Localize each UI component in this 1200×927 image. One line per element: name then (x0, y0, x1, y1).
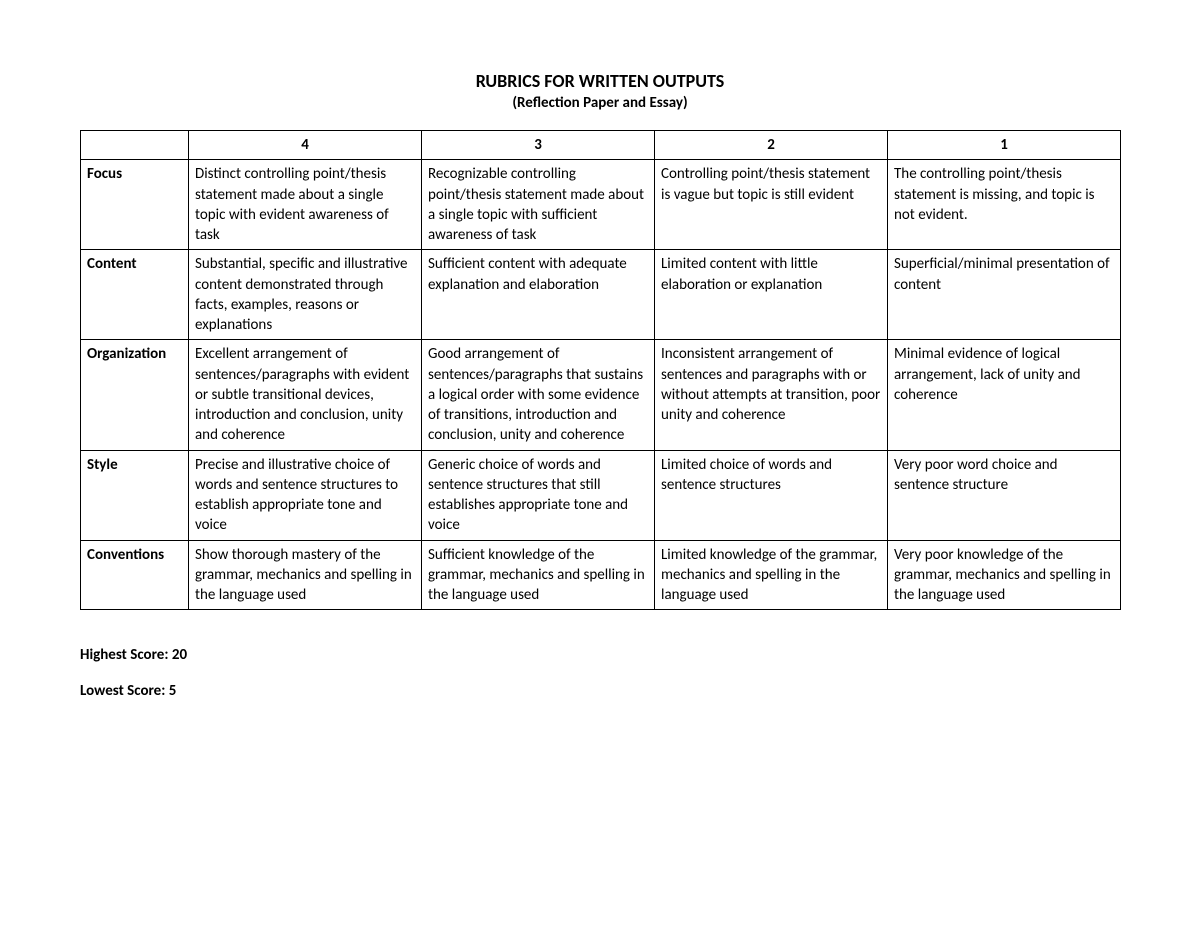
cell-style-3: Generic choice of words and sentence str… (422, 450, 655, 540)
table-header-row: 4 3 2 1 (81, 131, 1121, 160)
cell-organization-4: Excellent arrangement of sentences/parag… (189, 340, 422, 450)
table-row: Focus Distinct controlling point/thesis … (81, 160, 1121, 250)
criterion-organization: Organization (81, 340, 189, 450)
table-row: Organization Excellent arrangement of se… (81, 340, 1121, 450)
cell-content-4: Substantial, specific and illustrative c… (189, 250, 422, 340)
cell-focus-1: The controlling point/thesis statement i… (888, 160, 1121, 250)
cell-focus-4: Distinct controlling point/thesis statem… (189, 160, 422, 250)
table-row: Conventions Show thorough mastery of the… (81, 540, 1121, 610)
document-title: RUBRICS FOR WRITTEN OUTPUTS (80, 70, 1120, 92)
header-level-2: 2 (655, 131, 888, 160)
cell-style-1: Very poor word choice and sentence struc… (888, 450, 1121, 540)
cell-conventions-2: Limited knowledge of the grammar, mechan… (655, 540, 888, 610)
criterion-content: Content (81, 250, 189, 340)
criterion-focus: Focus (81, 160, 189, 250)
score-summary: Highest Score: 20 Lowest Score: 5 (80, 646, 1120, 700)
cell-organization-3: Good arrangement of sentences/paragraphs… (422, 340, 655, 450)
cell-conventions-1: Very poor knowledge of the grammar, mech… (888, 540, 1121, 610)
rubric-table: 4 3 2 1 Focus Distinct controlling point… (80, 130, 1121, 610)
title-block: RUBRICS FOR WRITTEN OUTPUTS (Reflection … (80, 70, 1120, 112)
header-level-3: 3 (422, 131, 655, 160)
cell-content-2: Limited content with little elaboration … (655, 250, 888, 340)
table-row: Content Substantial, specific and illust… (81, 250, 1121, 340)
cell-organization-1: Minimal evidence of logical arrangement,… (888, 340, 1121, 450)
header-level-1: 1 (888, 131, 1121, 160)
highest-score: Highest Score: 20 (80, 646, 1120, 664)
cell-organization-2: Inconsistent arrangement of sentences an… (655, 340, 888, 450)
lowest-score: Lowest Score: 5 (80, 682, 1120, 700)
header-level-4: 4 (189, 131, 422, 160)
header-blank (81, 131, 189, 160)
cell-content-1: Superficial/minimal presentation of cont… (888, 250, 1121, 340)
table-row: Style Precise and illustrative choice of… (81, 450, 1121, 540)
cell-content-3: Sufficient content with adequate explana… (422, 250, 655, 340)
document-subtitle: (Reflection Paper and Essay) (80, 94, 1120, 112)
cell-conventions-3: Sufficient knowledge of the grammar, mec… (422, 540, 655, 610)
cell-conventions-4: Show thorough mastery of the grammar, me… (189, 540, 422, 610)
criterion-style: Style (81, 450, 189, 540)
criterion-conventions: Conventions (81, 540, 189, 610)
cell-focus-3: Recognizable controlling point/thesis st… (422, 160, 655, 250)
cell-style-2: Limited choice of words and sentence str… (655, 450, 888, 540)
cell-style-4: Precise and illustrative choice of words… (189, 450, 422, 540)
cell-focus-2: Controlling point/thesis statement is va… (655, 160, 888, 250)
